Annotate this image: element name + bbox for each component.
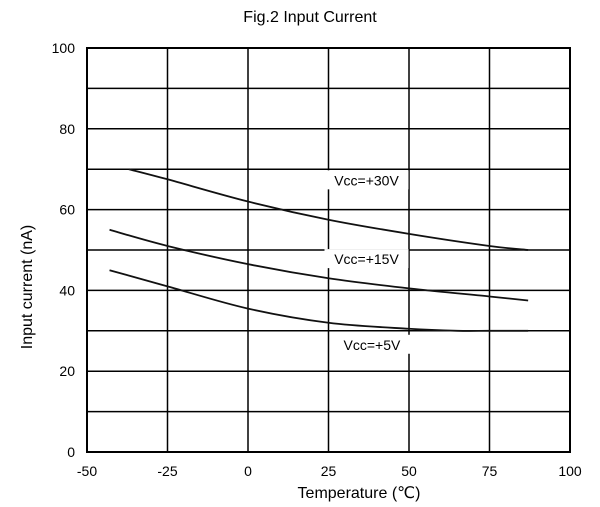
x-tick-label: -50 bbox=[77, 463, 97, 479]
y-tick-label: 100 bbox=[52, 40, 76, 56]
x-tick-label: 75 bbox=[482, 463, 498, 479]
series-lines bbox=[109, 168, 529, 332]
x-tick-label: 25 bbox=[321, 463, 337, 479]
y-tick-label: 60 bbox=[59, 202, 75, 218]
series-line bbox=[128, 168, 529, 251]
y-axis-label: Input current (nA) bbox=[19, 225, 36, 350]
chart-title: Fig.2 Input Current bbox=[243, 9, 377, 26]
plot-frame bbox=[86, 47, 571, 453]
series-line bbox=[109, 228, 529, 302]
series-labels: Vcc=+30V Vcc=+15V Vcc=+5V bbox=[324, 170, 414, 354]
x-tick-label: 50 bbox=[401, 463, 417, 479]
x-axis-label: Temperature (℃) bbox=[298, 485, 421, 502]
x-tick-label: 100 bbox=[558, 463, 582, 479]
series-label: Vcc=+5V bbox=[344, 337, 401, 353]
series-label-background bbox=[329, 334, 414, 354]
x-tick-label: -25 bbox=[157, 463, 177, 479]
series-label-background bbox=[324, 249, 409, 269]
y-tick-label: 0 bbox=[67, 444, 75, 460]
y-tick-label: 40 bbox=[59, 282, 75, 298]
series-label: Vcc=+30V bbox=[334, 172, 399, 188]
series-line bbox=[109, 269, 529, 332]
y-tick-label: 20 bbox=[59, 363, 75, 379]
x-tick-labels: -50 -25 0 25 50 75 100 bbox=[77, 463, 582, 479]
series-label-background bbox=[324, 170, 409, 190]
x-tick-label: 0 bbox=[244, 463, 252, 479]
y-tick-label: 80 bbox=[59, 121, 75, 137]
series-label: Vcc=+15V bbox=[334, 251, 399, 267]
y-tick-labels: 0 20 40 60 80 100 bbox=[52, 40, 76, 460]
